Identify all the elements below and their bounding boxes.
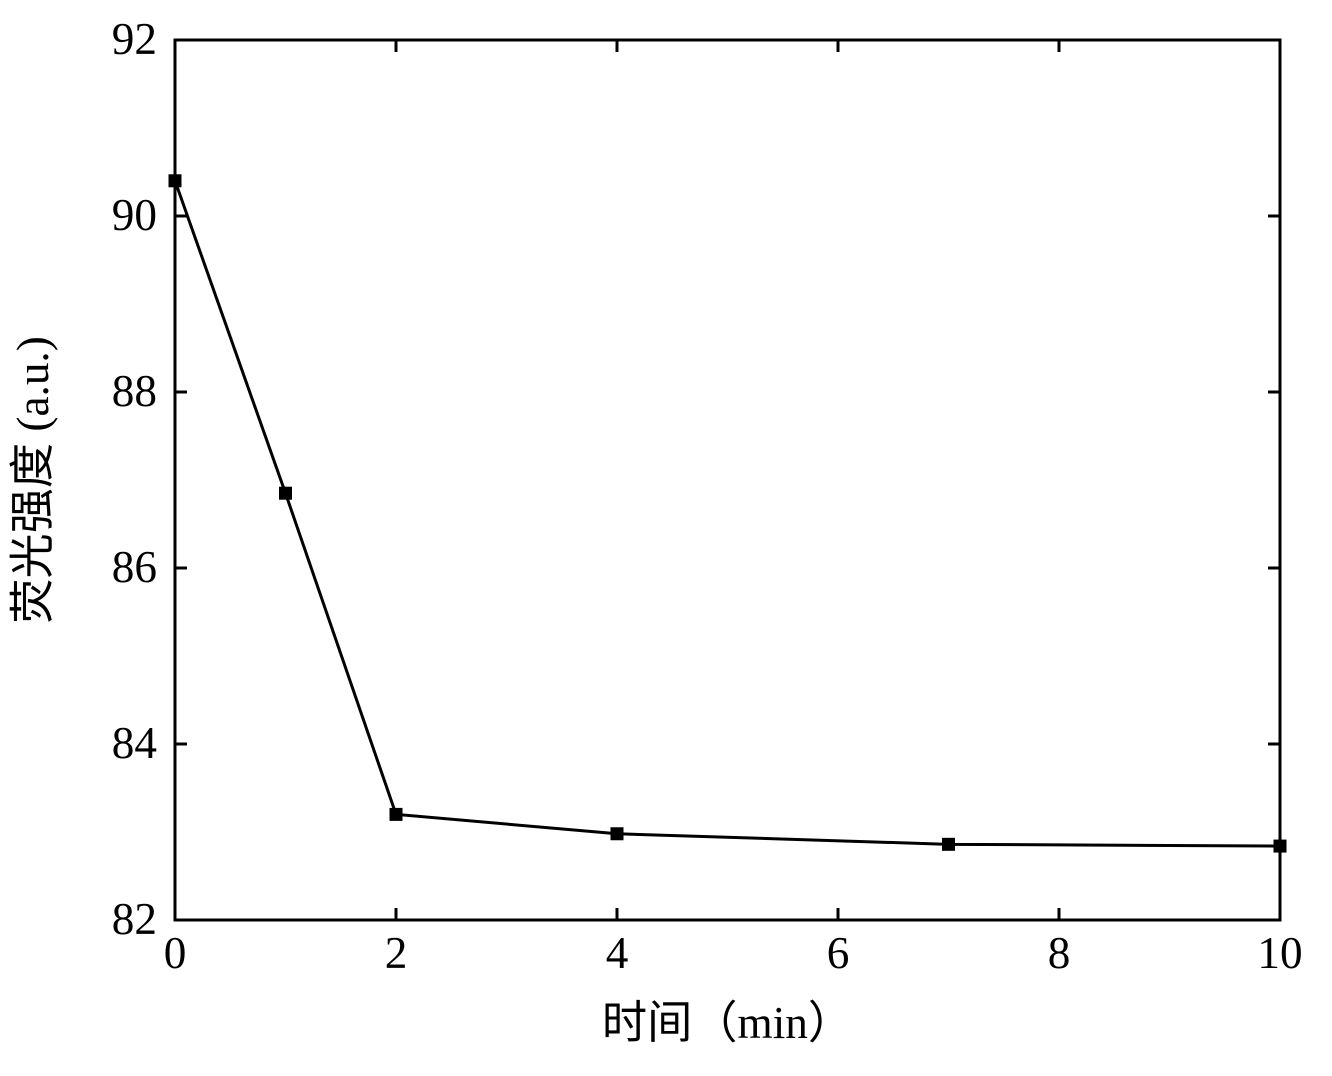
data-marker xyxy=(943,838,955,850)
x-tick-label: 8 xyxy=(1048,928,1071,978)
line-chart: 0 2 4 6 8 10 82 84 86 88 90 92 时间（min） 荧光强度 (a.u.) xyxy=(0,0,1332,1076)
chart-container: 0 2 4 6 8 10 82 84 86 88 90 92 时间（min） 荧光强度 (a.u.) xyxy=(0,0,1332,1076)
data-marker xyxy=(611,828,623,840)
data-marker xyxy=(390,808,402,820)
data-marker xyxy=(280,487,292,499)
y-axis-label: 荧光强度 (a.u.) xyxy=(8,336,58,624)
y-tick-label: 82 xyxy=(112,894,157,944)
data-marker xyxy=(1274,840,1286,852)
y-tick-label: 90 xyxy=(112,190,157,240)
x-tick-label: 6 xyxy=(827,928,850,978)
chart-background xyxy=(0,0,1332,1076)
y-tick-label: 84 xyxy=(112,718,157,768)
x-axis-label: 时间（min） xyxy=(602,998,853,1048)
y-tick-label: 92 xyxy=(112,14,157,64)
x-tick-label: 4 xyxy=(606,928,629,978)
y-tick-label: 86 xyxy=(112,542,157,592)
data-marker xyxy=(169,175,181,187)
x-tick-label: 10 xyxy=(1257,928,1302,978)
x-tick-label: 0 xyxy=(164,928,187,978)
x-tick-label: 2 xyxy=(385,928,408,978)
y-tick-label: 88 xyxy=(112,366,157,416)
